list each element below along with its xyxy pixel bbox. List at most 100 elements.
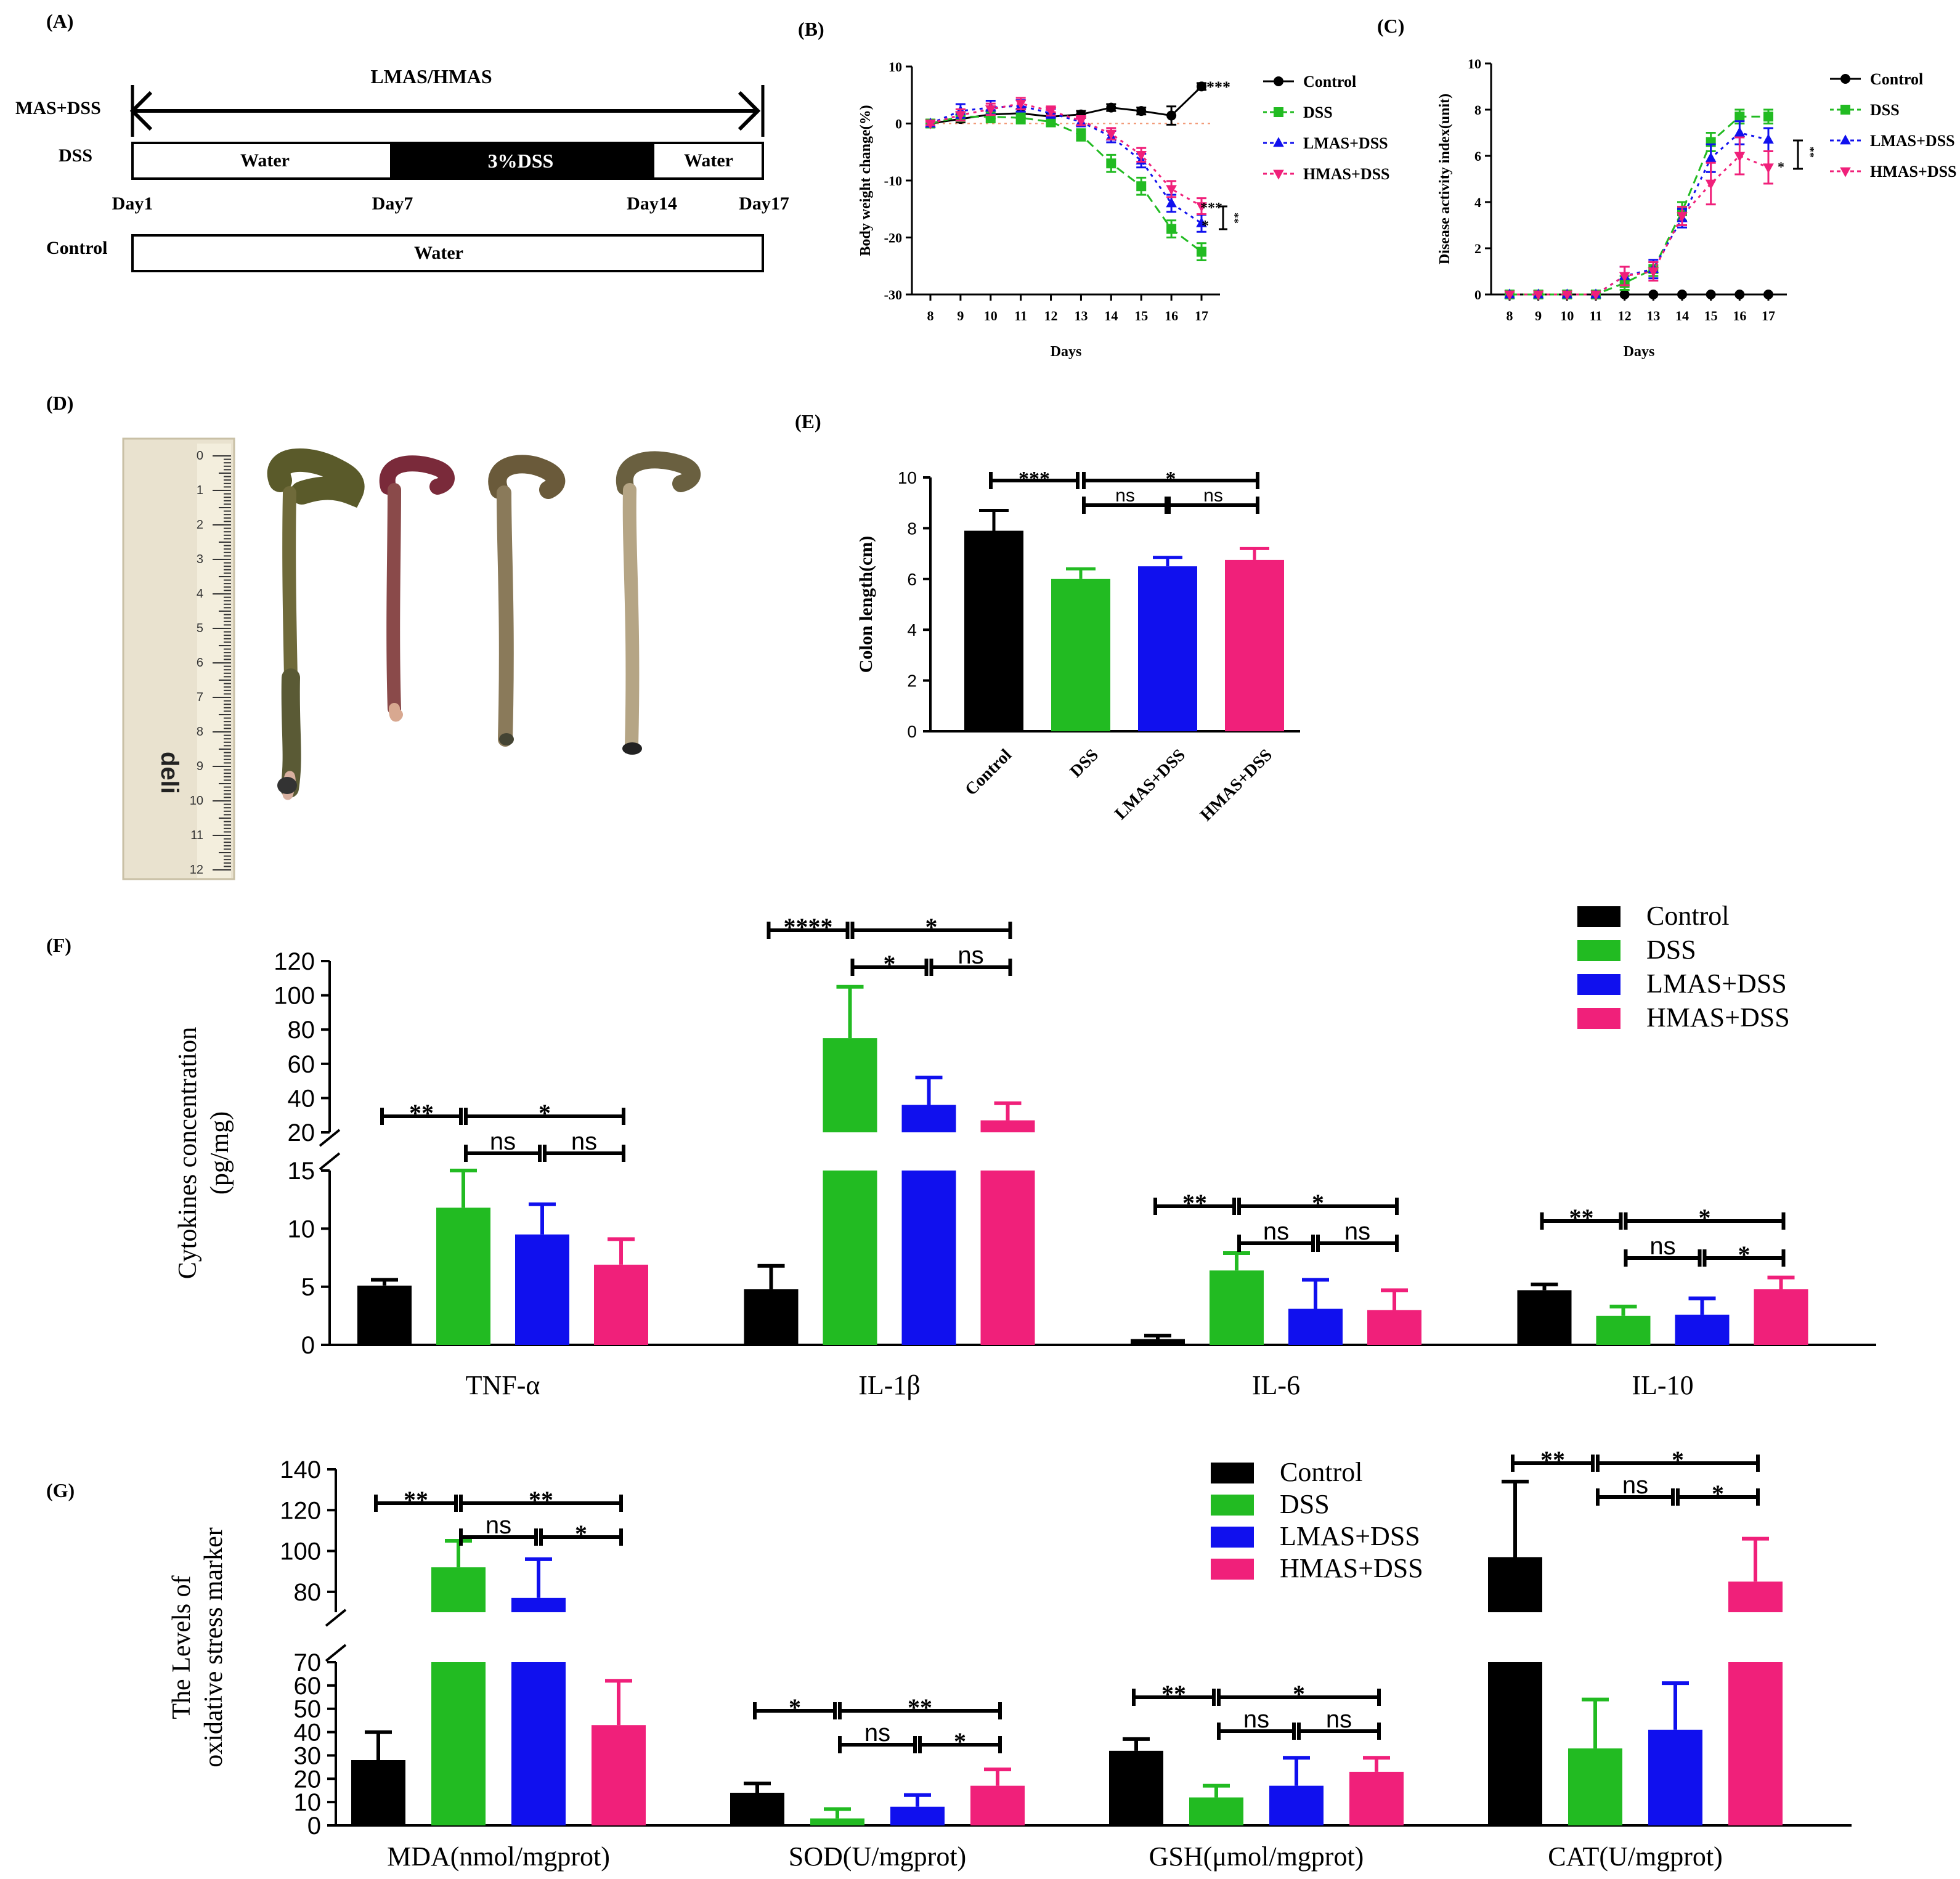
sig-label: * bbox=[789, 1694, 801, 1721]
panel-b-line-chart: (B) 10 0 -10 -20 -30 8 9 10 11 12 13 14 15 16 17 Days Bod… bbox=[798, 18, 1390, 360]
y-tick-label: 0 bbox=[907, 722, 917, 741]
bar-LMAS+DSS-IL-1β-high bbox=[901, 1105, 956, 1132]
bar-Control-TNF-α bbox=[357, 1285, 412, 1345]
bar-LMAS+DSS-MDA(nmol/mgprot)-high bbox=[511, 1597, 566, 1612]
ruler-number: 7 bbox=[197, 691, 203, 704]
sig-label: * bbox=[1166, 468, 1176, 490]
sig-label: ** bbox=[409, 1099, 434, 1127]
data-point bbox=[1561, 290, 1573, 301]
y-tick-label: 10 bbox=[898, 468, 917, 487]
annotation-bracket: ** bbox=[1229, 213, 1241, 224]
y-axis-label: Disease activity index(unit) bbox=[1437, 94, 1453, 264]
data-point bbox=[1532, 290, 1544, 301]
x-tick-label: 12 bbox=[1044, 308, 1058, 323]
sig-label: ns bbox=[490, 1128, 516, 1155]
y-tick-label: 120 bbox=[280, 1497, 321, 1524]
panel-a-row-mas-dss: MAS+DSS bbox=[15, 98, 101, 118]
sig-label: * bbox=[954, 1727, 966, 1755]
panel-a-row-dss: DSS bbox=[59, 145, 92, 166]
y-axis-label: Body weight change(%) bbox=[858, 105, 874, 256]
bar-HMAS+DSS bbox=[1225, 559, 1284, 731]
x-tick-label: 10 bbox=[1560, 308, 1574, 323]
bar-HMAS+DSS-TNF-α bbox=[594, 1264, 648, 1345]
data-point bbox=[1590, 290, 1601, 301]
bar-DSS-MDA(nmol/mgprot)-high bbox=[431, 1567, 486, 1612]
data-point bbox=[1166, 224, 1177, 234]
annotation-hmas: *** bbox=[1200, 200, 1222, 216]
data-point bbox=[1136, 106, 1147, 116]
x-tick-label: 14 bbox=[1675, 308, 1689, 323]
sig-label: ns bbox=[486, 1512, 511, 1539]
ruler-number: 10 bbox=[190, 794, 203, 808]
x-tick-label: 17 bbox=[1762, 308, 1775, 323]
x-category-label: IL-6 bbox=[1252, 1370, 1300, 1400]
x-tick-label: Control bbox=[961, 745, 1015, 800]
series-line-HMAS+DSS bbox=[1510, 155, 1769, 296]
data-point bbox=[925, 120, 936, 130]
ruler-number: 6 bbox=[197, 656, 203, 670]
y-tick-label: 100 bbox=[274, 983, 315, 1010]
sig-label: **** bbox=[784, 913, 833, 941]
y-tick-label: 15 bbox=[288, 1158, 315, 1185]
data-point bbox=[1763, 112, 1773, 122]
data-point bbox=[1734, 152, 1746, 162]
bar-LMAS+DSS-SOD(U/mgprot) bbox=[890, 1806, 945, 1825]
sig-label: ns bbox=[864, 1719, 890, 1747]
panel-a-day14: Day14 bbox=[627, 193, 677, 214]
legend-swatch bbox=[1211, 1463, 1254, 1483]
y-tick-label: 0 bbox=[301, 1332, 315, 1359]
panel-a-day17: Day17 bbox=[739, 193, 789, 214]
bar-DSS-TNF-α bbox=[436, 1207, 490, 1345]
x-tick-label: 10 bbox=[984, 308, 998, 323]
data-point bbox=[1734, 112, 1745, 122]
y-axis-label: Colon length(cm) bbox=[856, 536, 876, 673]
axis-break-mark bbox=[325, 1644, 347, 1662]
y-tick-label: 60 bbox=[294, 1673, 322, 1700]
y-tick-label: 120 bbox=[274, 948, 315, 975]
y-tick-label: 2 bbox=[907, 672, 917, 691]
colon-sample-hmas bbox=[616, 451, 701, 755]
y-tick-label: 5 bbox=[301, 1274, 315, 1301]
y-tick-label: 50 bbox=[294, 1696, 322, 1723]
x-tick-label: 16 bbox=[1733, 308, 1746, 323]
legend-label: Control bbox=[1646, 901, 1729, 931]
colon-sample-lmas bbox=[488, 455, 566, 747]
series-line-DSS bbox=[930, 115, 1202, 253]
data-point bbox=[1734, 126, 1746, 137]
x-category-label: TNF-α bbox=[466, 1370, 540, 1400]
sig-label: ns bbox=[1263, 1218, 1289, 1245]
legend-marker bbox=[1840, 134, 1851, 145]
annotation-lmas: * bbox=[1202, 218, 1209, 234]
bar-HMAS+DSS-SOD(U/mgprot) bbox=[970, 1785, 1025, 1825]
legend-swatch bbox=[1211, 1495, 1254, 1516]
bar-Control-IL-1β bbox=[744, 1289, 799, 1345]
x-axis-label: Days bbox=[1051, 344, 1082, 360]
x-tick-label: 8 bbox=[927, 308, 934, 323]
y-tick-label: 8 bbox=[1474, 102, 1481, 118]
sig-label: * bbox=[925, 913, 938, 941]
y-tick-label: 6 bbox=[1474, 148, 1481, 164]
legend-marker bbox=[1274, 107, 1283, 117]
y-tick-label: 0 bbox=[307, 1812, 321, 1840]
series-line-LMAS+DSS bbox=[930, 105, 1202, 224]
bar-HMAS+DSS-CAT(U/mgprot)-high bbox=[1728, 1581, 1783, 1612]
data-point bbox=[1648, 267, 1659, 278]
bar-Control-SOD(U/mgprot) bbox=[730, 1793, 784, 1825]
data-point bbox=[1075, 116, 1087, 127]
legend-label: DSS bbox=[1870, 101, 1900, 119]
sig-label: * bbox=[1312, 1189, 1324, 1217]
y-axis-label: The Levels of bbox=[168, 1575, 196, 1719]
data-point bbox=[1105, 129, 1117, 140]
bar-LMAS+DSS-CAT(U/mgprot) bbox=[1648, 1729, 1702, 1825]
ruler-number: 1 bbox=[197, 484, 203, 497]
sig-label: ns bbox=[1326, 1706, 1352, 1733]
ruler-number: 2 bbox=[197, 518, 203, 532]
annotation-hmas: * bbox=[1778, 159, 1784, 174]
data-point bbox=[1677, 290, 1687, 299]
panel-a: (A) LMAS/HMAS MAS+DSS DSS Control Water … bbox=[15, 10, 789, 272]
x-category-label: CAT(U/mgprot) bbox=[1548, 1841, 1723, 1872]
ruler-number: 9 bbox=[197, 760, 203, 773]
x-tick-label: 16 bbox=[1165, 308, 1178, 323]
sig-label: * bbox=[884, 950, 896, 978]
